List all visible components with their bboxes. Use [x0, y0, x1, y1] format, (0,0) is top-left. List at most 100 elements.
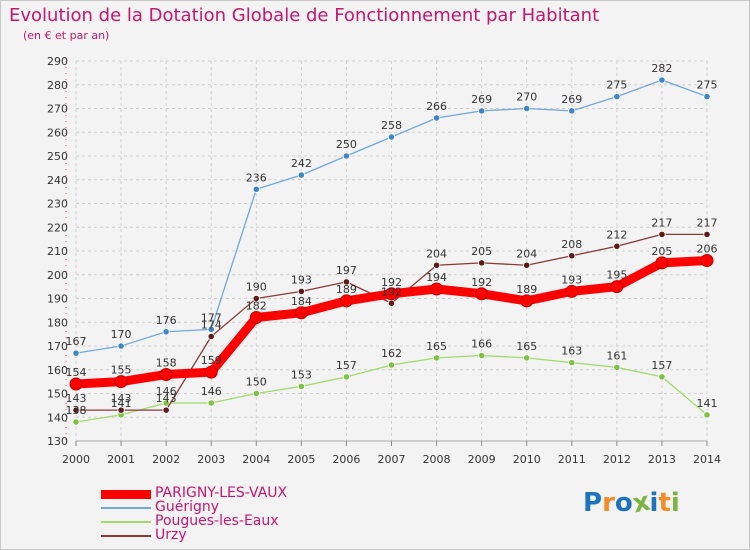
- data-point: [204, 365, 218, 379]
- data-point: [297, 171, 305, 179]
- data-label: 190: [246, 281, 267, 294]
- data-point: [339, 294, 353, 308]
- x-tick-label: 2014: [693, 453, 721, 466]
- data-label: 282: [651, 62, 672, 75]
- legend-swatch: [101, 489, 151, 499]
- data-label: 192: [381, 285, 402, 298]
- data-label: 138: [66, 404, 87, 417]
- data-label: 204: [426, 247, 447, 260]
- data-label: 266: [426, 100, 447, 113]
- data-point: [162, 399, 170, 407]
- y-tick-label: 210: [47, 245, 68, 258]
- chart-axes: [65, 61, 708, 446]
- data-point: [568, 359, 576, 367]
- data-label: 174: [201, 319, 222, 332]
- data-label: 236: [246, 171, 267, 184]
- data-label: 163: [561, 345, 582, 358]
- logo-letter: t: [658, 488, 671, 518]
- x-tick-label: 2009: [468, 453, 496, 466]
- data-point: [568, 252, 576, 260]
- y-tick-label: 270: [47, 103, 68, 116]
- data-point: [520, 294, 534, 308]
- logo-letter: i: [649, 488, 659, 518]
- y-tick-label: 160: [47, 364, 68, 377]
- data-label: 184: [291, 295, 312, 308]
- data-point: [69, 377, 83, 391]
- chart-title: Evolution de la Dotation Globale de Fonc…: [9, 5, 600, 26]
- legend-label: PARIGNY-LES-VAUX: [155, 485, 288, 501]
- data-label: 212: [606, 228, 627, 241]
- data-point: [613, 242, 621, 250]
- y-axis-tick-labels: 130 140 150 160 170 180 190 200 210 220 230 240 250 2…: [47, 55, 68, 448]
- y-tick-label: 180: [47, 316, 68, 329]
- data-label: 205: [471, 245, 492, 258]
- data-point: [700, 254, 714, 267]
- chart-series: [69, 76, 714, 426]
- legend-swatch: [101, 521, 151, 523]
- data-point: [342, 278, 351, 286]
- x-tick-label: 2005: [287, 453, 315, 466]
- data-label: 208: [561, 238, 582, 251]
- data-label: 177: [201, 311, 222, 324]
- data-label: 193: [291, 273, 312, 286]
- data-label: 167: [66, 335, 87, 348]
- data-point: [72, 349, 80, 357]
- data-label: 146: [201, 385, 222, 398]
- y-tick-label: 140: [47, 411, 68, 424]
- data-label: 206: [697, 243, 718, 256]
- data-point: [703, 230, 711, 238]
- data-point: [565, 284, 579, 298]
- y-tick-label: 290: [47, 55, 68, 68]
- y-tick-label: 190: [47, 293, 68, 306]
- legend-swatch: [101, 535, 151, 537]
- data-point: [703, 93, 711, 101]
- data-label: 275: [697, 79, 718, 92]
- data-point: [430, 282, 444, 296]
- data-label: 143: [66, 392, 87, 405]
- data-point: [297, 382, 305, 390]
- data-label: 150: [246, 376, 267, 389]
- data-point: [387, 361, 396, 369]
- data-point: [117, 406, 125, 414]
- data-label: 146: [156, 385, 177, 398]
- data-label: 143: [111, 392, 132, 405]
- data-label: 275: [606, 79, 627, 92]
- x-tick-label: 2008: [423, 453, 451, 466]
- legend-label: Pougues-les-Eaux: [155, 513, 279, 529]
- data-label: 194: [426, 271, 447, 284]
- chart-subtitle: (en € et par an): [23, 29, 110, 42]
- x-axis-tick-labels: 2000 2001 2002 2003 2004 2005 2006 2007 2008 2009…: [62, 453, 721, 466]
- data-point: [523, 261, 531, 269]
- data-point: [72, 418, 80, 426]
- data-point: [613, 363, 621, 371]
- y-tick-label: 170: [47, 340, 68, 353]
- data-label: 269: [471, 93, 492, 106]
- data-point: [342, 152, 351, 160]
- data-label: 158: [156, 357, 177, 370]
- y-tick-label: 250: [47, 150, 68, 163]
- y-tick-label: 230: [47, 198, 68, 211]
- data-point: [252, 389, 260, 398]
- y-tick-label: 280: [47, 79, 68, 92]
- data-label: 270: [516, 91, 537, 104]
- data-label: 182: [246, 300, 267, 313]
- data-point: [478, 351, 486, 360]
- x-tick-label: 2000: [62, 453, 90, 466]
- data-point: [252, 294, 260, 303]
- y-tick-label: 150: [47, 388, 68, 401]
- data-point: [387, 299, 396, 307]
- data-label: 157: [651, 359, 672, 372]
- data-label: 205: [651, 245, 672, 258]
- data-point: [658, 230, 666, 238]
- data-label: 192: [471, 276, 492, 289]
- data-label: 269: [561, 93, 582, 106]
- data-point: [117, 342, 125, 350]
- data-label: 161: [606, 349, 627, 362]
- data-label: 162: [381, 347, 402, 360]
- data-point: [610, 280, 624, 294]
- data-label: 192: [381, 276, 402, 289]
- data-point: [475, 287, 489, 301]
- x-tick-label: 2012: [603, 453, 631, 466]
